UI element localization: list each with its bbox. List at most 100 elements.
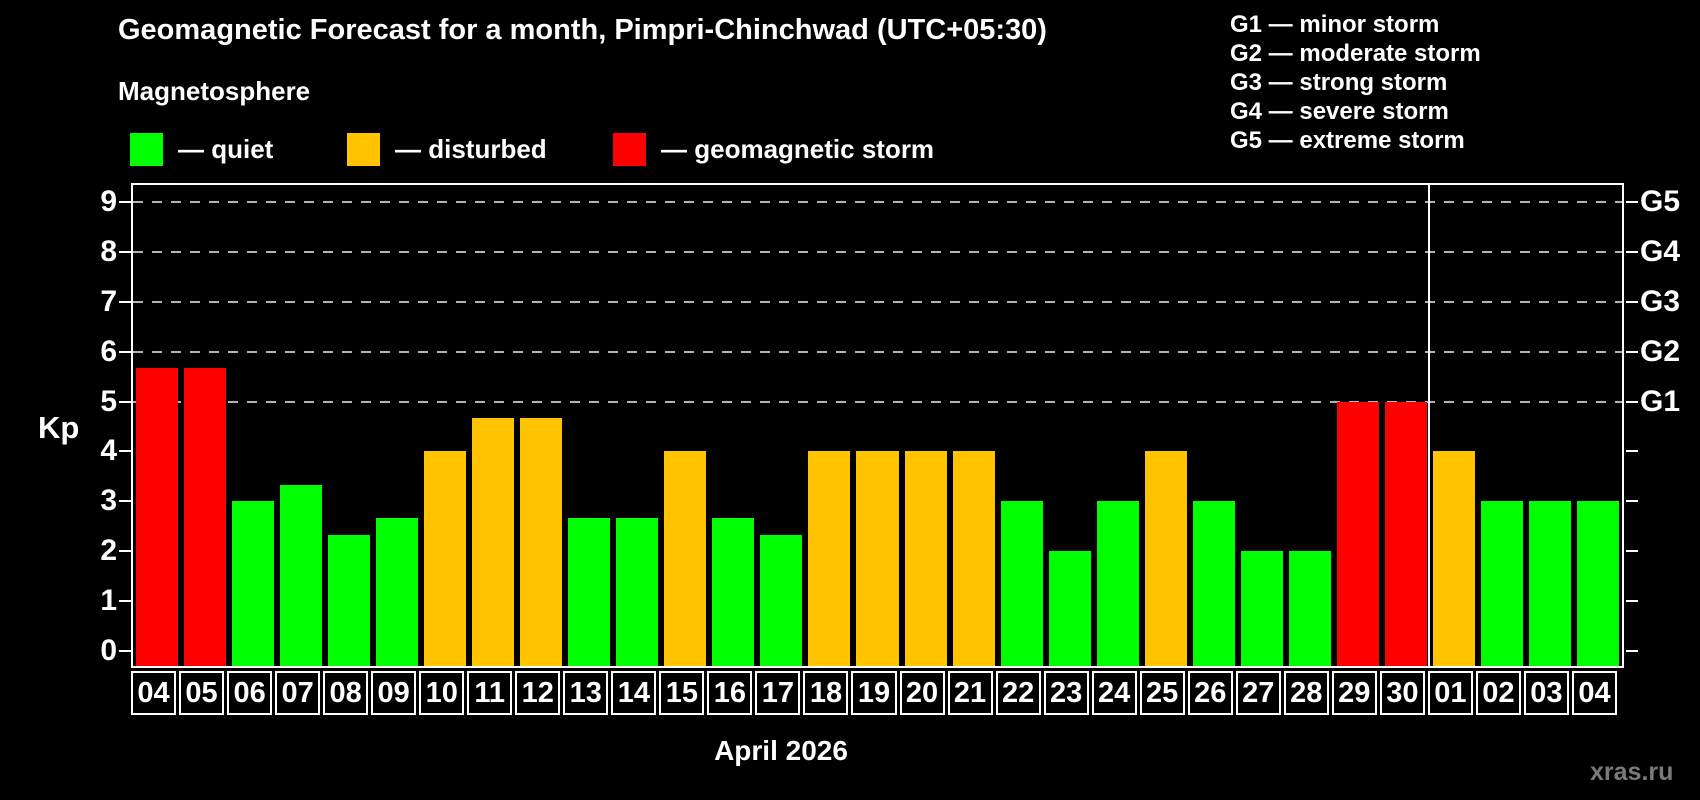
day-label-apr-10: 10 bbox=[419, 671, 465, 715]
legend-label-storm: — geomagnetic storm bbox=[661, 133, 935, 164]
storm-scale-row-g1: G1 — minor storm bbox=[1230, 11, 1440, 38]
left-tick-kp3 bbox=[119, 500, 131, 503]
legend-item-quiet: — quiet bbox=[130, 131, 273, 167]
day-label-apr-22: 22 bbox=[995, 671, 1041, 715]
day-label-apr-25: 25 bbox=[1139, 671, 1185, 715]
bar-apr-22 bbox=[1000, 501, 1043, 666]
gridline-kp8 bbox=[133, 250, 1622, 253]
legend-label-quiet: — quiet bbox=[178, 133, 274, 164]
gridline-kp7 bbox=[133, 300, 1622, 303]
day-label-apr-29: 29 bbox=[1331, 671, 1377, 715]
day-label-apr-15: 15 bbox=[659, 671, 705, 715]
bar-apr-27 bbox=[1240, 551, 1283, 666]
day-label-apr-28: 28 bbox=[1283, 671, 1329, 715]
day-label-apr-20: 20 bbox=[899, 671, 945, 715]
y-tick-label-4: 4 bbox=[100, 434, 117, 468]
day-label-apr-18: 18 bbox=[803, 671, 849, 715]
bar-apr-23 bbox=[1048, 551, 1091, 666]
left-tick-kp0 bbox=[119, 650, 131, 652]
bar-apr-29 bbox=[1336, 401, 1379, 666]
right-tick-kp8 bbox=[1626, 250, 1638, 253]
right-tick-kp9 bbox=[1626, 200, 1638, 203]
gridline-kp9 bbox=[133, 200, 1622, 203]
bar-may-04 bbox=[1576, 501, 1619, 666]
gridline-kp5 bbox=[133, 400, 1622, 403]
left-tick-kp8 bbox=[119, 250, 131, 253]
day-label-apr-26: 26 bbox=[1187, 671, 1233, 715]
bar-apr-12 bbox=[520, 417, 563, 666]
watermark: xras.ru bbox=[1590, 758, 1674, 786]
bar-apr-06 bbox=[232, 501, 275, 666]
day-label-apr-05: 05 bbox=[179, 671, 225, 715]
bar-apr-14 bbox=[616, 517, 659, 666]
day-label-apr-12: 12 bbox=[515, 671, 561, 715]
day-label-apr-04: 04 bbox=[131, 671, 177, 715]
day-label-apr-13: 13 bbox=[563, 671, 609, 715]
day-label-apr-23: 23 bbox=[1043, 671, 1089, 715]
right-tick-kp7 bbox=[1626, 300, 1638, 303]
month-separator-line bbox=[1427, 185, 1430, 666]
bar-apr-17 bbox=[760, 534, 803, 666]
right-tick-kp4 bbox=[1626, 450, 1638, 453]
bar-apr-08 bbox=[328, 534, 371, 666]
gridline-kp6 bbox=[133, 350, 1622, 353]
day-label-may-01: 01 bbox=[1427, 671, 1473, 715]
right-tick-kp5 bbox=[1626, 400, 1638, 403]
bar-apr-10 bbox=[424, 451, 467, 666]
day-label-apr-24: 24 bbox=[1091, 671, 1137, 715]
bar-apr-16 bbox=[712, 517, 755, 666]
bar-apr-25 bbox=[1144, 451, 1187, 666]
right-tick-kp6 bbox=[1626, 350, 1638, 353]
storm-scale-row-g2: G2 — moderate storm bbox=[1230, 40, 1481, 67]
quiet-swatch bbox=[130, 132, 163, 166]
x-axis-title: April 2026 bbox=[714, 735, 848, 766]
day-label-apr-30: 30 bbox=[1379, 671, 1425, 715]
storm-scale-row-g3: G3 — strong storm bbox=[1230, 69, 1448, 96]
storm-scale-legend: G1 — minor storm G2 — moderate storm G3 — … bbox=[1230, 10, 1481, 155]
bar-apr-13 bbox=[568, 517, 611, 666]
y-tick-label-1: 1 bbox=[100, 584, 117, 618]
bar-may-03 bbox=[1528, 501, 1571, 666]
bar-apr-11 bbox=[472, 417, 515, 666]
y-tick-label-9: 9 bbox=[100, 184, 117, 218]
bar-apr-18 bbox=[808, 451, 851, 666]
day-label-apr-06: 06 bbox=[227, 671, 273, 715]
bar-apr-09 bbox=[376, 517, 419, 666]
legend-item-storm: — geomagnetic storm bbox=[613, 131, 934, 167]
bar-apr-05 bbox=[184, 368, 227, 666]
right-tick-kp2 bbox=[1626, 550, 1638, 553]
day-label-apr-16: 16 bbox=[707, 671, 753, 715]
day-label-apr-14: 14 bbox=[611, 671, 657, 715]
left-tick-kp2 bbox=[119, 550, 131, 553]
left-tick-kp1 bbox=[119, 600, 131, 603]
right-axis-label-g5: G5 bbox=[1640, 184, 1681, 218]
day-label-apr-27: 27 bbox=[1235, 671, 1281, 715]
magnetosphere-label: Magnetosphere bbox=[118, 76, 311, 106]
chart-title: Geomagnetic Forecast for a month, Pimpri… bbox=[118, 14, 1047, 46]
bar-apr-15 bbox=[664, 451, 707, 666]
left-tick-kp7 bbox=[119, 300, 131, 303]
y-tick-label-6: 6 bbox=[100, 334, 117, 368]
bar-apr-24 bbox=[1096, 501, 1139, 666]
bar-apr-26 bbox=[1192, 501, 1235, 666]
day-label-apr-08: 08 bbox=[323, 671, 369, 715]
storm-swatch bbox=[613, 132, 646, 166]
day-label-apr-11: 11 bbox=[467, 671, 513, 715]
bar-apr-19 bbox=[856, 451, 899, 666]
right-tick-kp1 bbox=[1626, 600, 1638, 603]
bar-apr-30 bbox=[1384, 401, 1427, 666]
right-tick-kp3 bbox=[1626, 500, 1638, 503]
left-tick-kp6 bbox=[119, 350, 131, 353]
day-label-apr-19: 19 bbox=[851, 671, 897, 715]
day-label-may-03: 03 bbox=[1523, 671, 1569, 715]
y-tick-label-7: 7 bbox=[100, 284, 117, 318]
right-tick-kp0 bbox=[1626, 650, 1638, 652]
right-axis-label-g2: G2 bbox=[1640, 334, 1681, 368]
day-label-apr-21: 21 bbox=[947, 671, 993, 715]
day-label-apr-17: 17 bbox=[755, 671, 801, 715]
day-label-apr-09: 09 bbox=[371, 671, 417, 715]
left-tick-kp9 bbox=[119, 200, 131, 203]
day-label-may-04: 04 bbox=[1571, 671, 1617, 715]
bar-apr-28 bbox=[1288, 551, 1331, 666]
